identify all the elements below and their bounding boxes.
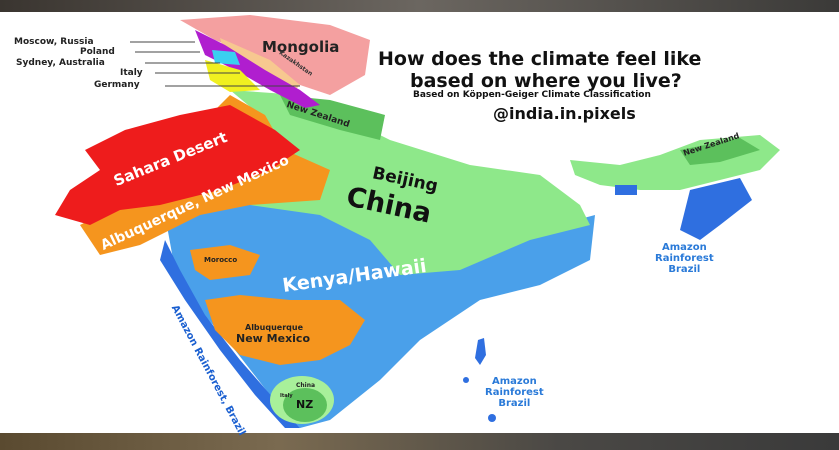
region-cyan <box>212 50 240 65</box>
pointer-lines <box>130 41 300 87</box>
label-mongolia: Mongolia <box>262 38 340 56</box>
pointer-label: Moscow, Russia <box>14 37 94 47</box>
region-humid-subtropical <box>230 90 590 275</box>
label-line: Rainforest <box>655 253 714 264</box>
region-yellow <box>205 60 260 92</box>
region-mongolia <box>180 15 370 95</box>
region-nz-south <box>283 388 327 422</box>
region-arid-desert <box>55 105 300 225</box>
label-line: Amazon <box>491 376 537 387</box>
label-italy-south: Italy <box>280 393 293 399</box>
island <box>488 414 496 422</box>
handle: @india.in.pixels <box>493 104 636 123</box>
label-amazon-ne: Amazon Rainforest Brazil <box>655 242 714 275</box>
island <box>463 377 469 383</box>
pointer-label: Poland <box>80 47 115 57</box>
region-morocco <box>190 245 260 280</box>
label-new-mexico-south: New Mexico <box>236 332 311 345</box>
label-line: Amazon <box>661 242 707 253</box>
region-new-zealand-ne <box>680 138 760 165</box>
climate-map <box>55 15 780 428</box>
top-frame <box>0 0 839 12</box>
label-china-south: China <box>296 382 316 389</box>
region-northeast-blue <box>680 178 752 240</box>
region-northeast-blue-2 <box>615 185 637 195</box>
label-nz-south: NZ <box>296 398 314 411</box>
pointer-label: Sydney, Australia <box>16 58 105 68</box>
pointer-label: Italy <box>120 68 143 78</box>
label-line: Brazil <box>498 398 531 409</box>
label-amazon-islands: Amazon Rainforest Brazil <box>485 376 544 409</box>
region-islands <box>475 338 486 365</box>
label-morocco: Morocco <box>204 256 238 264</box>
subtitle: Based on Köppen-Geiger Climate Classific… <box>413 90 651 100</box>
label-albuquerque-south: Albuquerque <box>245 323 303 332</box>
region-tropical-rain-west <box>160 240 300 428</box>
title-line-2: based on where you live? <box>410 70 682 92</box>
title-line-1: How does the climate feel like <box>378 48 702 70</box>
label-line: Rainforest <box>485 387 544 398</box>
pointer-label: Germany <box>94 80 140 90</box>
label-line: Brazil <box>668 264 701 275</box>
region-purple <box>195 30 320 108</box>
bottom-frame <box>0 433 839 450</box>
region-semi-arid-south <box>205 295 365 365</box>
